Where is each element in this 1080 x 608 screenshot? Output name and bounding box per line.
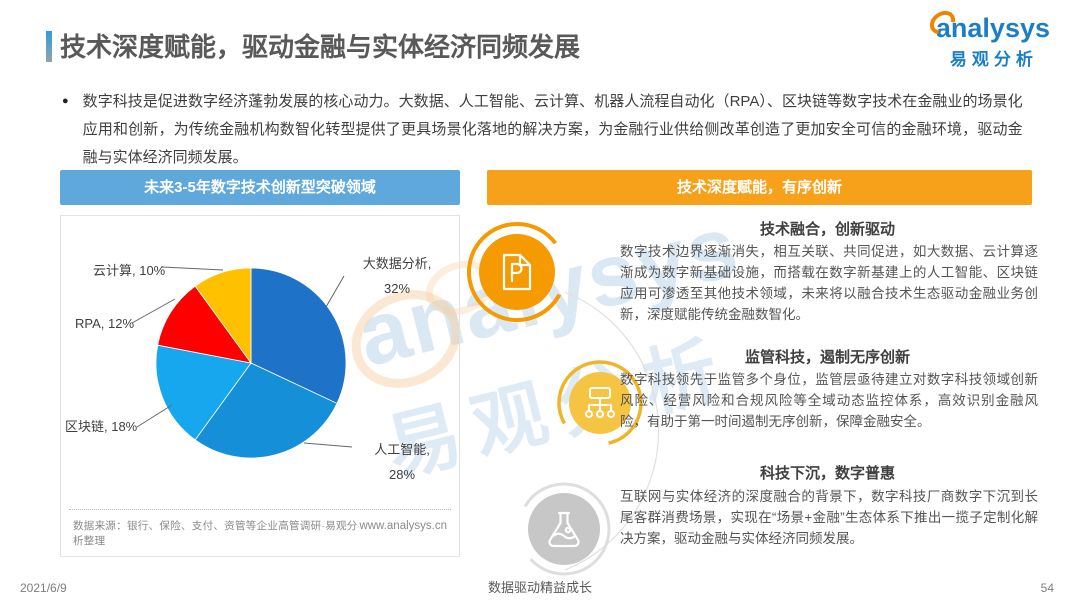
pie-chart: 大数据分析, 32% 人工智能, 28% 区块链, 18% RPA, 12% 云计算, 10… (61, 216, 459, 512)
intro-paragraph: 数字科技是促进数字经济蓬勃发展的核心动力。大数据、人工智能、云计算、机器人流程自… (82, 93, 1023, 166)
page-title: 技术深度赋能，驱动金融与实体经济同频发展 (60, 32, 581, 62)
section-1-body: 数字技术边界逐渐消失，相互关联、共同促进，如大数据、云计算逐渐成为数字新基础设施… (620, 244, 1038, 322)
intro-block: ● 数字科技是促进数字经济蓬勃发展的核心动力。大数据、人工智能、云计算、机器人流… (62, 88, 1030, 171)
right-section-header: 技术深度赋能，有序创新 (487, 170, 1032, 205)
pie-leader-line-云计算 (161, 266, 224, 271)
pie-label-大数据分析: 大数据分析, 32% (362, 256, 432, 296)
left-section-header: 未来3-5年数字技术创新型突破领域 (60, 170, 460, 205)
flask-icon (517, 482, 611, 576)
section-2-title: 监管科技，遏制无序创新 (744, 349, 910, 366)
title-accent-bar (46, 31, 52, 62)
pie-slice-云计算 (194, 267, 252, 365)
website-link[interactable]: www.analysys.cn (359, 520, 447, 532)
pie-leader-line-大数据分析 (325, 275, 345, 308)
pie-label-云计算: 云计算, 10% (93, 263, 166, 278)
pie-chart-panel: 大数据分析, 32% 人工智能, 28% 区块链, 18% RPA, 12% 云计算, 10… (60, 215, 460, 557)
icon-column (467, 222, 660, 576)
pie-leader-line-RPA (131, 298, 176, 324)
footer-slogan: 数据驱动精益成长 (487, 580, 592, 595)
pie-label-RPA: RPA, 12% (75, 316, 135, 331)
footer-date: 2021/6/9 (20, 581, 67, 595)
pie-leader-line-人工智能 (303, 442, 353, 448)
logo-brand-text: analysys (935, 13, 1050, 43)
pie-label-区块链: 区块链, 18% (65, 419, 138, 434)
section-3-body: 互联网与实体经济的深度融合的背景下，数字科技厂商数字下沉到长尾客群消费场景，实现… (620, 489, 1038, 546)
pie-leader-line-区块链 (136, 404, 173, 428)
footer-page-number: 54 (1040, 581, 1054, 595)
pie-slice-区块链 (155, 344, 252, 441)
data-source-note: 数据来源：银行、保险、支付、资管等企业高管调研·易观分析整理 (73, 520, 358, 547)
logo-cn-text: 易观分析 (949, 50, 1038, 69)
section-1-title: 技术融合，创新驱动 (759, 221, 895, 238)
analysys-logo: analysys 易观分析 (925, 6, 1050, 70)
section-2-body: 数字科技领先于监管多个身位，监管层亟待建立对数字科技领域创新风险、经营风险和合规… (620, 372, 1038, 429)
logo-brand: analysys (925, 6, 1050, 43)
document-p-icon (467, 222, 567, 322)
pie-slice-RPA (157, 285, 252, 364)
source-row: 数据来源：银行、保险、支付、资管等企业高管调研·易观分析整理 www.analy… (69, 509, 451, 550)
pie-slice-人工智能 (194, 362, 338, 459)
connector-arc (564, 291, 660, 571)
section-3-title: 科技下沉，数字普惠 (759, 465, 895, 482)
pie-label-人工智能: 人工智能, 28% (374, 442, 430, 482)
pie-svg (131, 266, 353, 459)
pie-slice-大数据分析 (250, 267, 347, 404)
bullet-icon: ● (62, 95, 69, 107)
